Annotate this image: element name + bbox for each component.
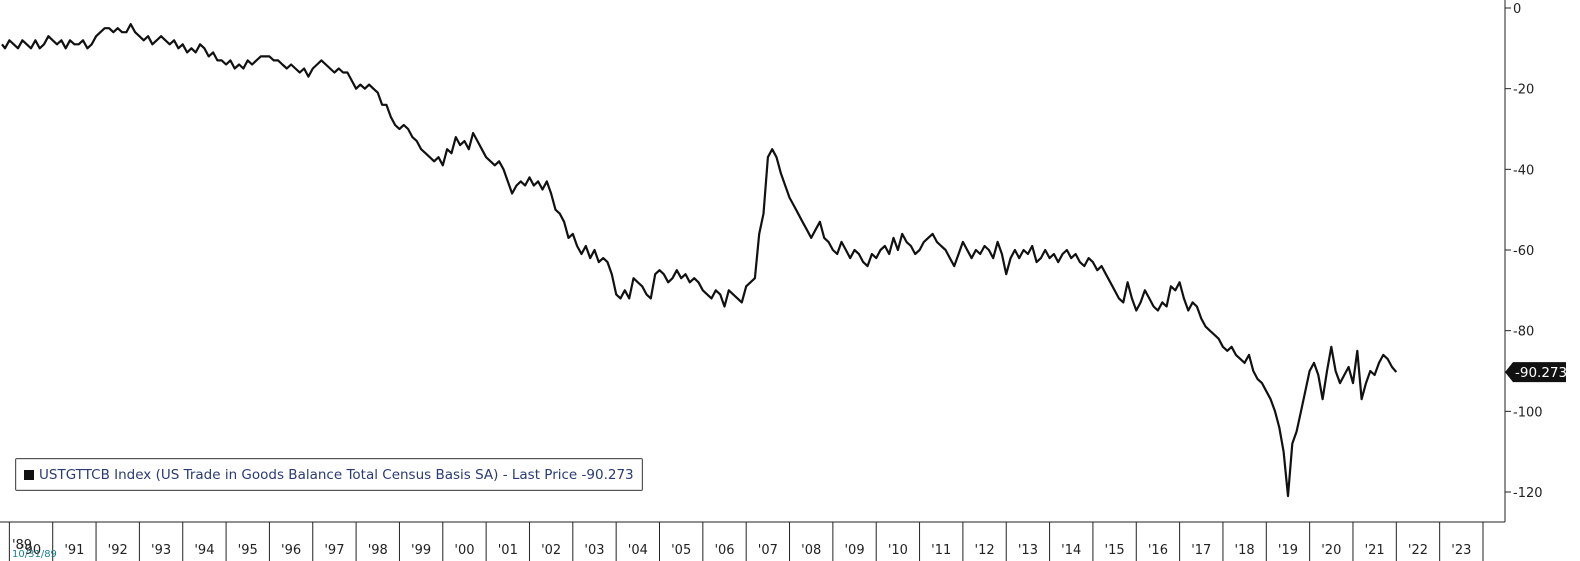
x-tick-label: '92 <box>108 543 128 558</box>
plot-area <box>1 23 1398 498</box>
x-tick-label: '20 <box>1321 543 1341 558</box>
x-tick-label: '14 <box>1061 543 1081 558</box>
start-date-label: 10/31/89 <box>12 549 57 560</box>
x-tick-label: '17 <box>1191 543 1211 558</box>
legend-text: USTGTTCB Index (US Trade in Goods Balanc… <box>39 466 634 483</box>
x-tick-label: '95 <box>238 543 258 558</box>
x-tick-label: '07 <box>758 543 778 558</box>
series-line <box>1 23 1398 498</box>
x-tick-label: '98 <box>368 543 388 558</box>
x-tick-label: '99 <box>411 543 431 558</box>
last-price-tag <box>1505 362 1566 383</box>
x-tick-label-partial: '89 <box>12 538 32 553</box>
y-axis: 0 -20 -40 -60 -80 -100 -120 <box>1504 0 1543 522</box>
x-tick-label: '00 <box>454 543 474 558</box>
x-tick-label: '06 <box>714 543 734 558</box>
x-tick-label: '90 <box>21 543 41 558</box>
last-price-marker: -90.273 <box>1505 362 1567 383</box>
y-tick-label: -20 <box>1513 83 1534 98</box>
x-tick-label: '96 <box>281 543 301 558</box>
x-tick-label: '21 <box>1365 543 1385 558</box>
x-tick-label: '22 <box>1408 543 1428 558</box>
y-tick-label: -80 <box>1513 325 1534 340</box>
y-tick-label: -120 <box>1513 486 1543 501</box>
x-tick-label: '04 <box>628 543 648 558</box>
x-tick-label: '91 <box>64 543 84 558</box>
x-tick-label: '08 <box>801 543 821 558</box>
y-tick-label: -40 <box>1513 163 1534 178</box>
last-price-label: -90.273 <box>1515 365 1567 381</box>
y-tick-label: 0 <box>1513 2 1521 17</box>
x-tick-label: '94 <box>194 543 214 558</box>
legend-swatch <box>24 469 34 480</box>
x-tick-label: '11 <box>931 543 951 558</box>
x-tick-label: '23 <box>1451 543 1471 558</box>
x-tick-label: '01 <box>498 543 518 558</box>
x-tick-label: '12 <box>975 543 995 558</box>
x-tick-label: '02 <box>541 543 561 558</box>
x-tick-label: '97 <box>324 543 344 558</box>
x-tick-label: '16 <box>1148 543 1168 558</box>
x-tick-label: '15 <box>1105 543 1125 558</box>
y-tick-label: -100 <box>1513 405 1543 420</box>
y-tick-label: -60 <box>1513 244 1534 259</box>
x-tick-label: '19 <box>1278 543 1298 558</box>
x-tick-label: '93 <box>151 543 171 558</box>
legend: USTGTTCB Index (US Trade in Goods Balanc… <box>15 458 643 491</box>
x-tick-label: '18 <box>1235 543 1255 558</box>
x-tick-label: '03 <box>584 543 604 558</box>
x-tick-label: '13 <box>1018 543 1038 558</box>
x-tick-label: '09 <box>844 543 864 558</box>
x-tick-label: '10 <box>888 543 908 558</box>
x-axis: '90 '91 '92 '93 '94 '95 '96 '97 '98 '99 '00 '01 '02 '… <box>0 521 1505 561</box>
x-tick-label: '05 <box>671 543 691 558</box>
